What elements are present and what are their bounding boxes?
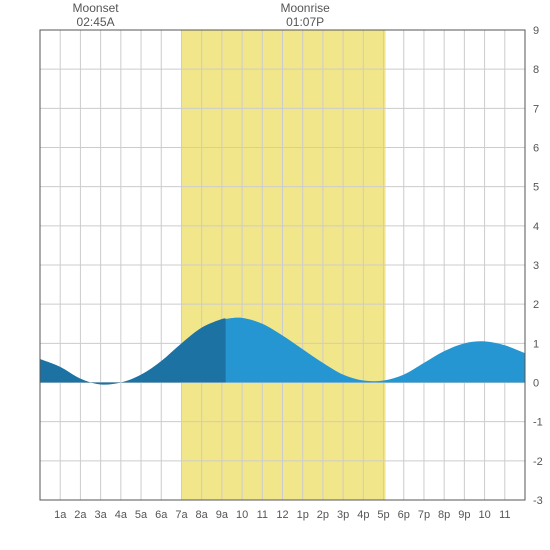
x-tick-label: 4p: [357, 509, 369, 521]
x-tick-label: 10: [478, 509, 490, 521]
y-tick-label: 0: [533, 378, 539, 390]
top-event-title: Moonrise: [280, 1, 330, 15]
x-tick-label: 1a: [54, 509, 67, 521]
x-tick-label: 8p: [438, 509, 450, 521]
x-tick-label: 9a: [216, 509, 229, 521]
x-tick-label: 5p: [377, 509, 389, 521]
tide-chart: -3-2-101234567891a2a3a4a5a6a7a8a9a101112…: [0, 0, 550, 550]
y-tick-label: -1: [533, 417, 543, 429]
y-tick-label: 4: [533, 221, 539, 233]
x-tick-label: 10: [236, 509, 248, 521]
y-tick-label: 6: [533, 143, 539, 155]
x-tick-label: 12: [276, 509, 288, 521]
x-tick-label: 7p: [418, 509, 430, 521]
y-tick-label: 2: [533, 299, 539, 311]
y-tick-label: -2: [533, 456, 543, 468]
y-tick-label: 8: [533, 64, 539, 76]
y-tick-label: 3: [533, 260, 539, 272]
x-tick-label: 9p: [458, 509, 470, 521]
x-tick-label: 5a: [135, 509, 148, 521]
x-tick-label: 8a: [196, 509, 209, 521]
x-tick-label: 11: [499, 509, 510, 521]
x-tick-label: 11: [257, 509, 268, 521]
y-tick-label: 9: [533, 25, 539, 37]
y-tick-label: 5: [533, 182, 539, 194]
x-tick-label: 3p: [337, 509, 349, 521]
x-tick-label: 6p: [398, 509, 410, 521]
x-tick-label: 2p: [317, 509, 329, 521]
x-tick-label: 1p: [297, 509, 309, 521]
x-tick-label: 6a: [155, 509, 168, 521]
y-tick-label: 7: [533, 103, 539, 115]
top-event-time: 02:45A: [77, 15, 115, 29]
y-tick-label: -3: [533, 495, 543, 507]
x-tick-label: 2a: [74, 509, 87, 521]
x-tick-label: 3a: [95, 509, 108, 521]
x-tick-label: 4a: [115, 509, 128, 521]
y-tick-label: 1: [533, 338, 539, 350]
top-event-time: 01:07P: [286, 15, 324, 29]
x-tick-label: 7a: [175, 509, 188, 521]
top-event-title: Moonset: [73, 1, 120, 15]
